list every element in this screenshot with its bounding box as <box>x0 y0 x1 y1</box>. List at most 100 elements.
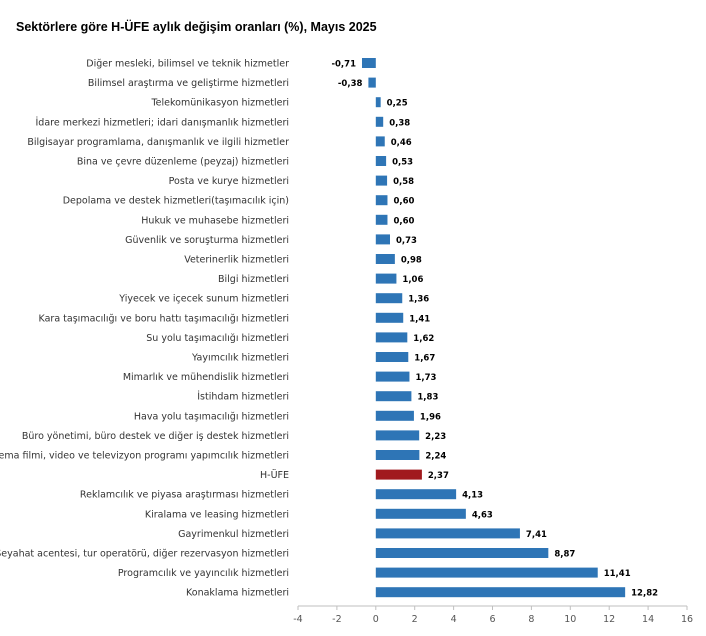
category-label: İdare merkezi hizmetleri; idari danışman… <box>35 117 289 128</box>
bar <box>375 391 412 402</box>
category-label: Programcılık ve yayıncılık hizmetleri <box>118 568 289 579</box>
x-tick-label: 12 <box>603 614 615 625</box>
bar <box>375 214 388 225</box>
category-label: Seyahat acentesi, tur operatörü, diğer r… <box>0 549 289 560</box>
bar <box>375 371 410 382</box>
category-label: Veterinerlik hizmetleri <box>184 255 289 266</box>
category-label: Telekomünikasyon hizmetleri <box>150 98 289 109</box>
bar <box>375 430 420 441</box>
x-tick-label: -4 <box>293 614 302 625</box>
data-label: 7,41 <box>526 530 547 540</box>
bar <box>375 156 387 166</box>
category-label: Konaklama hizmetleri <box>186 588 289 599</box>
x-tick-label: -2 <box>332 614 341 625</box>
category-label: İstihdam hizmetleri <box>197 392 289 403</box>
data-label: 4,13 <box>462 491 483 501</box>
data-label: 12,82 <box>631 589 658 599</box>
x-tick-label: 6 <box>489 614 495 625</box>
category-label: Hukuk ve muhasebe hizmetleri <box>141 215 289 226</box>
category-label: Sinema filmi, video ve televizyon progra… <box>0 451 289 462</box>
category-label: Bilgi hizmetleri <box>218 274 289 285</box>
value-labels-group: -0,71 -0,38 0,25 0,38 0,46 0,53 0,58 0,60 0,60 0,… <box>331 60 658 599</box>
bar <box>375 489 457 500</box>
category-label: Posta ve kurye hizmetleri <box>169 176 289 187</box>
data-label: 1,83 <box>417 393 438 403</box>
bar <box>375 567 598 578</box>
data-label: 1,67 <box>414 354 435 364</box>
bar <box>375 508 466 519</box>
category-label: Kiralama ve leasing hizmetleri <box>145 509 289 520</box>
bars-group <box>361 58 626 598</box>
category-label: Gayrimenkul hizmetleri <box>178 529 289 540</box>
category-label: Yiyecek ve içecek sunum hizmetleri <box>118 294 289 305</box>
category-label: Kara taşımacılığı ve boru hattı taşımacı… <box>39 313 289 324</box>
data-label: 0,46 <box>391 138 412 148</box>
data-label: 4,63 <box>472 510 493 520</box>
data-label: 0,60 <box>393 216 414 226</box>
data-label: 11,41 <box>604 569 631 579</box>
category-label: Reklamcılık ve piyasa araştırması hizmet… <box>80 490 289 501</box>
bar <box>375 312 404 323</box>
category-label: Bina ve çevre düzenleme (peyzaj) hizmetl… <box>77 157 289 168</box>
category-label: Büro yönetimi, büro destek ve diğer iş d… <box>22 431 289 442</box>
category-label: Yayımcılık hizmetleri <box>191 353 289 364</box>
data-label: 2,37 <box>428 471 449 481</box>
data-label: 1,06 <box>402 275 423 285</box>
bar <box>375 332 408 343</box>
x-tick-label: 4 <box>451 614 457 625</box>
bar <box>375 450 420 460</box>
x-tick-label: 10 <box>564 614 576 625</box>
bar <box>375 273 397 284</box>
bar <box>375 234 390 245</box>
bar <box>375 175 388 186</box>
data-label: 0,25 <box>387 99 408 109</box>
bar <box>375 97 381 108</box>
bar <box>375 293 403 304</box>
bar <box>375 410 414 421</box>
bar <box>375 528 520 539</box>
x-tick-label: 8 <box>528 614 534 625</box>
data-label: -0,38 <box>338 79 363 89</box>
data-label: 8,87 <box>554 550 575 560</box>
x-tick-label: 0 <box>373 614 379 625</box>
data-label: 2,23 <box>425 432 446 442</box>
bar-h-ufe <box>375 469 422 480</box>
category-labels-group: Diğer mesleki, bilimsel ve teknik hizmet… <box>0 59 289 599</box>
data-label: 1,41 <box>409 314 430 324</box>
data-label: 0,38 <box>389 118 410 128</box>
bar <box>368 77 376 88</box>
category-label: Diğer mesleki, bilimsel ve teknik hizmet… <box>86 59 289 70</box>
category-label: Su yolu taşımacılığı hizmetleri <box>146 333 289 344</box>
data-label: 1,36 <box>408 295 429 305</box>
category-label: Bilgisayar programlama, danışmanlık ve i… <box>27 137 289 148</box>
data-label: 2,24 <box>425 452 446 462</box>
data-label: -0,71 <box>331 60 356 70</box>
category-label: Hava yolu taşımacılığı hizmetleri <box>134 411 289 422</box>
bar <box>375 195 388 206</box>
data-label: 1,73 <box>415 373 436 383</box>
bar <box>375 136 385 147</box>
data-label: 0,53 <box>392 158 413 168</box>
bar <box>361 58 376 68</box>
category-label: H-ÜFE <box>260 470 289 481</box>
category-label: Güvenlik ve soruşturma hizmetleri <box>125 235 289 246</box>
x-axis: -4 -2 0 2 4 6 8 10 12 14 16 <box>293 605 693 625</box>
data-label: 0,58 <box>393 177 414 187</box>
x-tick-label: 16 <box>681 614 693 625</box>
category-label: Bilimsel araştırma ve geliştirme hizmetl… <box>88 78 289 89</box>
category-label: Depolama ve destek hizmetleri(taşımacılı… <box>63 196 289 207</box>
x-tick-label: 14 <box>642 614 654 625</box>
data-label: 0,60 <box>393 197 414 207</box>
data-label: 0,73 <box>396 236 417 246</box>
bar <box>375 254 395 264</box>
data-label: 0,98 <box>401 256 422 266</box>
bar <box>375 352 409 362</box>
chart-title: Sektörlere göre H-ÜFE aylık değişim oran… <box>16 20 377 34</box>
x-tick-label: 2 <box>412 614 418 625</box>
data-label: 1,62 <box>413 334 434 344</box>
bar <box>375 548 549 558</box>
category-label: Mimarlık ve mühendislik hizmetleri <box>123 372 289 383</box>
bar <box>375 116 384 127</box>
bar <box>375 587 626 598</box>
